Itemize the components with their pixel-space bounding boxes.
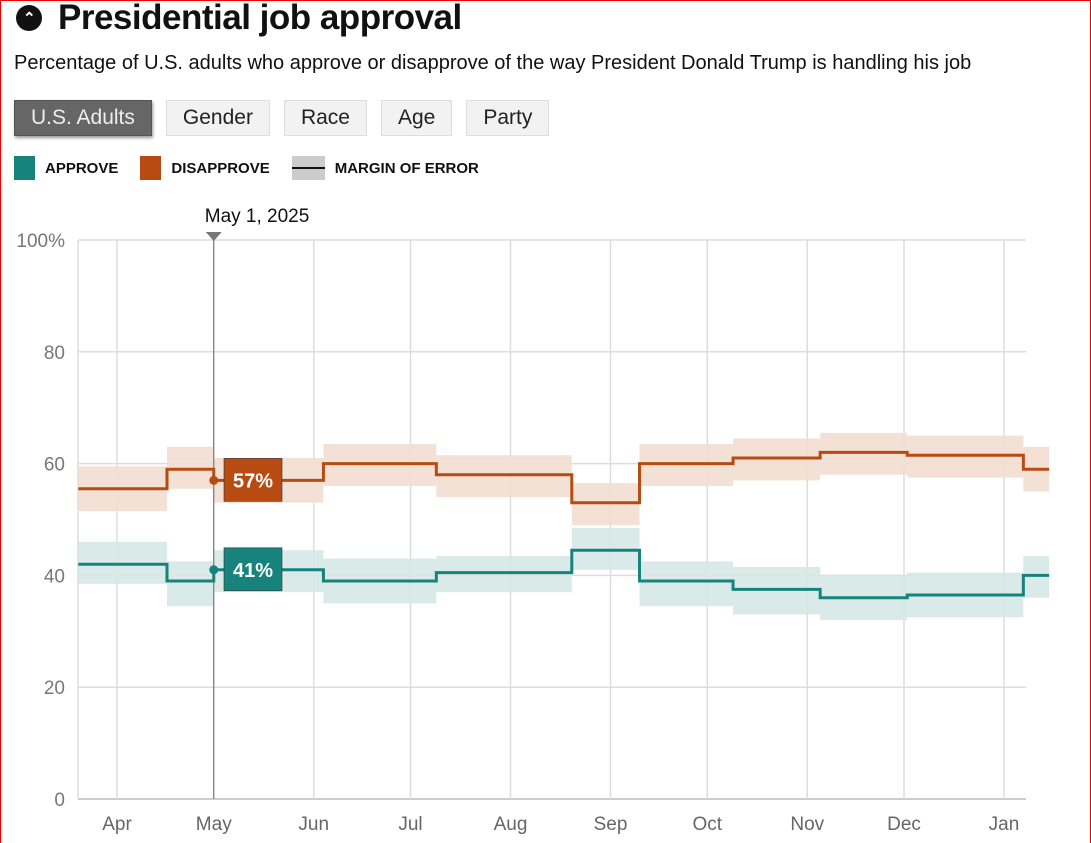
x-tick-label: Nov: [790, 814, 824, 835]
filter-tabs: U.S. Adults Gender Race Age Party: [14, 100, 550, 136]
moe-swatch: [291, 156, 325, 180]
approve-value-box: [223, 547, 283, 592]
x-tick-label: Dec: [887, 814, 921, 835]
legend-moe: MARGIN OF ERROR: [334, 159, 479, 177]
disapprove-swatch: [140, 156, 162, 180]
moe-band-approve: [639, 561, 734, 607]
approve-value-label: 41%: [233, 560, 273, 582]
x-tick-label: Sep: [594, 814, 628, 835]
x-tick-label: Jun: [298, 814, 329, 835]
x-tick-label: May: [196, 814, 232, 835]
legend-disapprove: DISAPPROVE: [171, 159, 270, 177]
tab-party[interactable]: Party: [466, 100, 550, 136]
chevron-up-icon[interactable]: ⌃: [16, 5, 42, 31]
y-tick-label: 80: [44, 343, 65, 364]
disapprove-value-label: 57%: [233, 470, 273, 492]
tab-age[interactable]: Age: [380, 100, 453, 136]
tab-us-adults[interactable]: U.S. Adults: [14, 100, 152, 136]
y-tick-label: 40: [44, 566, 65, 587]
legend: APPROVE DISAPPROVE MARGIN OF ERROR: [14, 156, 501, 180]
y-tick-label: 100%: [16, 231, 65, 252]
x-tick-label: Apr: [102, 814, 132, 835]
x-tick-label: Jan: [989, 814, 1020, 835]
approve-swatch: [14, 156, 35, 180]
chart-header: ⌃ Presidential job approval: [16, 0, 462, 38]
hover-marker-icon: [205, 232, 222, 241]
y-tick-label: 20: [44, 678, 65, 699]
hover-date: May 1, 2025: [205, 206, 310, 227]
subtitle: Percentage of U.S. adults who approve or…: [14, 52, 972, 74]
page-title: Presidential job approval: [58, 0, 462, 37]
x-tick-label: Jul: [398, 814, 422, 835]
approve-point: [209, 565, 219, 575]
x-tick-label: Oct: [692, 814, 722, 835]
x-tick-label: Aug: [494, 814, 528, 835]
moe-band-approve: [166, 561, 214, 607]
y-tick-label: 60: [44, 455, 65, 476]
legend-approve: APPROVE: [45, 159, 119, 177]
disapprove-point: [209, 475, 219, 485]
disapprove-value-box: [223, 458, 283, 502]
tab-race[interactable]: Race: [283, 100, 367, 136]
y-tick-label: 0: [54, 790, 65, 811]
tab-gender[interactable]: Gender: [165, 100, 270, 136]
